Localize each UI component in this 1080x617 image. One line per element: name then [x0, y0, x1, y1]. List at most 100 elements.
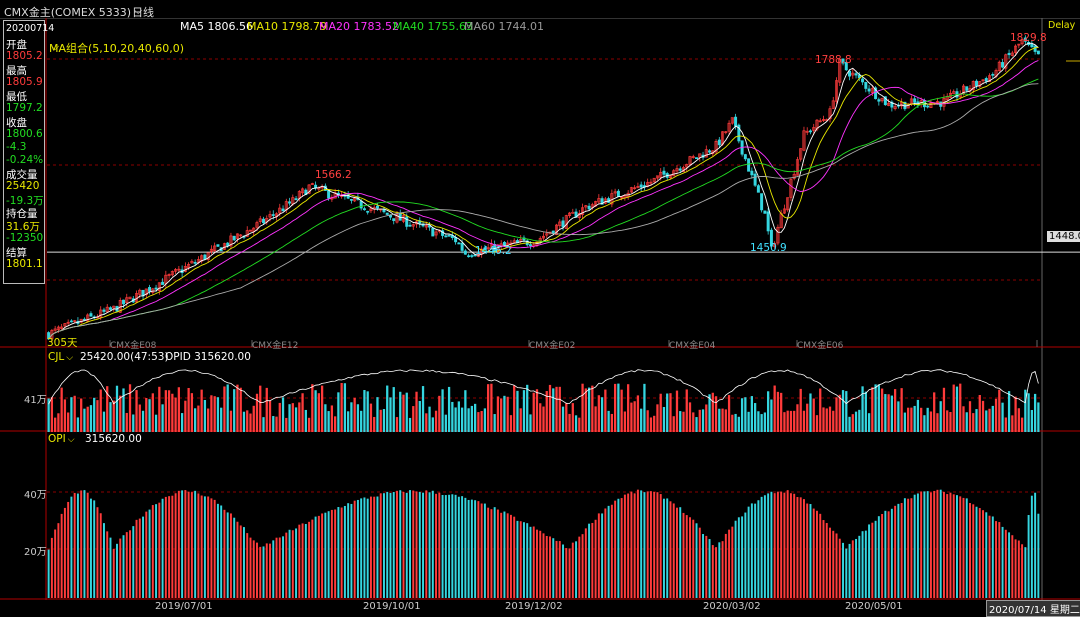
oi-bar [409, 490, 411, 598]
volume-bar [177, 387, 180, 432]
volume-bar [802, 410, 806, 432]
candle-body [704, 149, 708, 158]
oi-bar [724, 533, 727, 598]
volume-bar [298, 402, 301, 432]
candle-body [1001, 62, 1005, 68]
x-axis-date: 2019/07/01 [155, 601, 213, 612]
oi-bar [773, 493, 776, 598]
candle-body [975, 80, 979, 87]
candle-body [782, 208, 786, 214]
volume-bar [711, 392, 714, 432]
low-label: 最低 [6, 91, 27, 103]
oi-bar [503, 511, 506, 598]
oi-bar [470, 499, 473, 598]
oi-bar [112, 549, 115, 598]
oi-bar [229, 513, 232, 598]
candle-body [900, 101, 904, 107]
oi-bar [793, 493, 796, 598]
oi-bar [529, 526, 532, 598]
volume-bar [337, 392, 340, 432]
opi-indicator-selector[interactable]: OPI ⌵ [48, 433, 75, 445]
volume-bar [975, 409, 978, 432]
oi-bar [412, 490, 415, 598]
high-label: 最高 [6, 65, 27, 77]
volume-bar [252, 405, 255, 432]
oi-bar [959, 496, 962, 598]
oi-bar [864, 530, 867, 598]
volume-bar [109, 402, 112, 432]
oi-bar [998, 522, 1001, 598]
candle-body [926, 105, 930, 108]
volume-bar [851, 414, 854, 432]
candle-body [170, 271, 174, 276]
candle-body [805, 130, 809, 133]
volume-bar [314, 390, 317, 432]
candle-body [154, 287, 158, 290]
volume-bar [265, 387, 268, 432]
volume-bar [793, 410, 796, 432]
oi-bar [174, 493, 177, 598]
oi-bar [1037, 513, 1040, 598]
candle-body [792, 173, 796, 179]
oi-bar [731, 526, 734, 598]
candle-body [662, 170, 666, 175]
oi-bar [806, 503, 809, 598]
contract-label: CMX金E04 [669, 341, 716, 351]
oi-bar [763, 495, 766, 598]
oi-bar [125, 532, 128, 598]
volume-bar [946, 410, 949, 432]
volume-bar [705, 404, 708, 432]
oi-bar [317, 515, 320, 598]
candle-body [633, 187, 637, 190]
oi-bar [591, 522, 594, 598]
oi-bar [897, 503, 900, 598]
candle-body [1036, 50, 1040, 55]
candle-body [971, 81, 975, 91]
oi-bar [571, 542, 574, 598]
volume-bar [727, 395, 731, 432]
candle-body [128, 296, 132, 299]
volume-bar [1014, 396, 1017, 432]
volume-bar [304, 409, 307, 432]
volume-bar [259, 385, 262, 432]
volume-bar [99, 389, 102, 432]
oi-bar [562, 544, 565, 598]
candle-body [239, 234, 243, 237]
cjl-indicator-selector[interactable]: CJL ⌵ [48, 351, 73, 363]
oi-bar [96, 507, 99, 598]
volume-bar [93, 397, 96, 432]
volume-bar [395, 417, 399, 432]
oi-bar [802, 499, 805, 598]
oi-bar [171, 495, 174, 598]
volume-bar [164, 390, 167, 432]
oi-bar [623, 494, 626, 598]
candle-body [756, 185, 760, 193]
volume-bar [171, 393, 174, 432]
candle-body [314, 184, 318, 189]
volume-bar [317, 393, 320, 432]
oi-bar [415, 491, 418, 598]
volume-bar [985, 410, 988, 432]
candle-body [776, 226, 780, 244]
candle-body [190, 260, 194, 264]
volume-bar [714, 396, 718, 432]
volume-bar [679, 411, 682, 432]
period-label: 日线 [132, 6, 154, 19]
oi-bar [845, 548, 848, 598]
volume-bar [672, 416, 675, 432]
volume-bar [324, 404, 327, 432]
volume-bar [880, 388, 884, 432]
oi-bar [848, 543, 851, 598]
volume-bar [288, 404, 291, 432]
oi-bar [1024, 547, 1027, 598]
oi-bar [760, 496, 763, 598]
oi-bar [972, 504, 975, 598]
volume-bar [649, 417, 653, 432]
chevron-down-icon: ⌵ [67, 435, 75, 445]
candle-body [1010, 52, 1014, 56]
volume-bar [229, 410, 233, 432]
candle-body [734, 116, 738, 127]
oi-bar [70, 496, 73, 598]
quote-info-panel: 20200714 开盘 1805.2 最高 1805.9 最低 1797.2 收… [3, 20, 54, 284]
oi-bar [347, 503, 350, 598]
